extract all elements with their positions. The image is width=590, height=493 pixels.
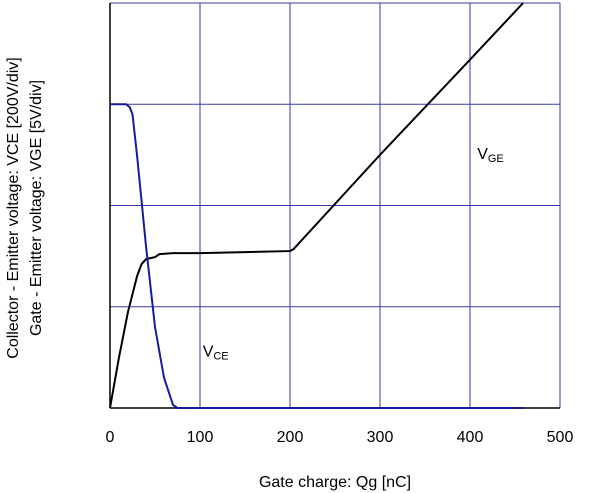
series-label: VGE [477, 146, 504, 165]
series-line [109, 2, 524, 409]
series-line [110, 103, 524, 409]
x-tick-label: 200 [277, 429, 304, 446]
x-tick-label: 100 [187, 429, 214, 446]
x-axis-label: Gate charge: Qg [nC] [259, 474, 411, 491]
y-axis-label: Gate - Emitter voltage: VGE [5V/div] [28, 80, 45, 336]
x-tick-label: 400 [457, 429, 484, 446]
y-axis-label: Collector - Emitter voltage: VCE [200V/d… [5, 57, 22, 358]
series-label: VCE [203, 344, 229, 363]
x-tick-label: 0 [106, 429, 115, 446]
x-tick-label: 300 [367, 429, 394, 446]
x-tick-label: 500 [547, 429, 574, 446]
